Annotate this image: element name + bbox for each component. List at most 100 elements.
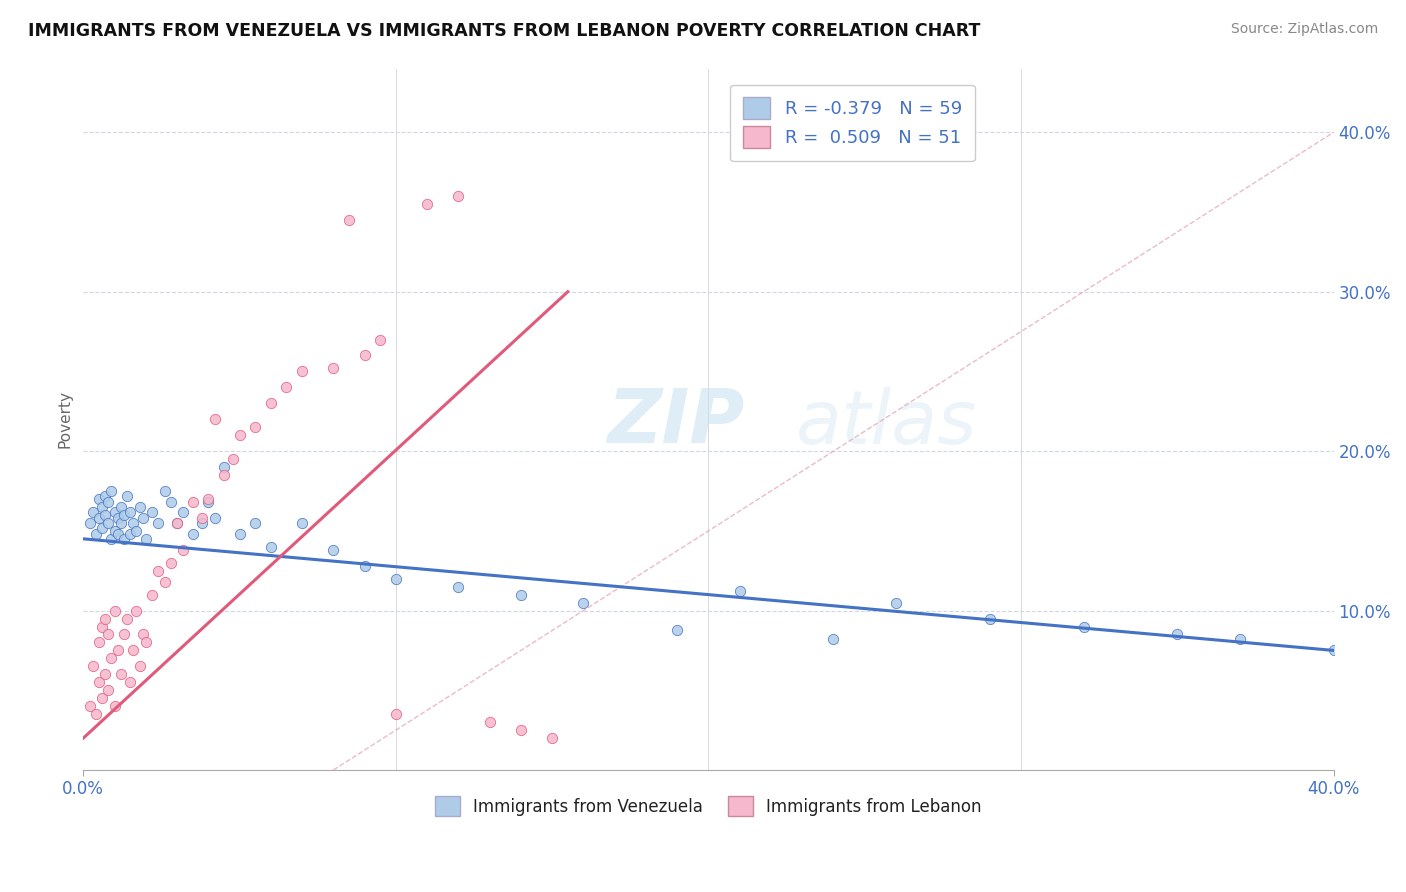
Point <box>478 715 501 730</box>
Point <box>541 731 564 745</box>
Point <box>416 197 439 211</box>
Point <box>181 495 204 509</box>
Point <box>191 516 214 530</box>
Point <box>94 667 117 681</box>
Point <box>128 500 150 514</box>
Point <box>291 364 314 378</box>
Point <box>172 505 194 519</box>
Point <box>385 707 408 722</box>
Point <box>115 611 138 625</box>
Point <box>91 691 114 706</box>
Point <box>91 500 114 514</box>
Point <box>159 495 181 509</box>
Point <box>509 723 531 738</box>
Point <box>172 543 194 558</box>
Point <box>228 527 250 541</box>
Point <box>110 667 132 681</box>
Point <box>1323 643 1346 657</box>
Point <box>115 489 138 503</box>
Point <box>166 516 188 530</box>
Text: Source: ZipAtlas.com: Source: ZipAtlas.com <box>1230 22 1378 37</box>
Point <box>322 361 344 376</box>
Point <box>87 491 110 506</box>
Point <box>447 580 470 594</box>
Point <box>153 483 176 498</box>
Point <box>666 623 689 637</box>
Point <box>87 511 110 525</box>
Point <box>166 516 188 530</box>
Point <box>353 558 375 573</box>
Point <box>110 516 132 530</box>
Point <box>120 675 142 690</box>
Point <box>97 516 120 530</box>
Point <box>97 495 120 509</box>
Point <box>368 333 391 347</box>
Point <box>291 516 314 530</box>
Point <box>212 468 235 483</box>
Point <box>141 505 163 519</box>
Point <box>212 460 235 475</box>
Text: IMMIGRANTS FROM VENEZUELA VS IMMIGRANTS FROM LEBANON POVERTY CORRELATION CHART: IMMIGRANTS FROM VENEZUELA VS IMMIGRANTS … <box>28 22 980 40</box>
Point <box>128 659 150 673</box>
Point <box>112 627 135 641</box>
Point <box>122 516 145 530</box>
Point <box>337 213 360 227</box>
Point <box>245 420 267 434</box>
Point <box>87 635 110 649</box>
Point <box>159 556 181 570</box>
Point <box>181 527 204 541</box>
Point <box>728 584 751 599</box>
Point <box>125 524 148 538</box>
Point <box>94 489 117 503</box>
Point <box>353 349 375 363</box>
Point <box>107 511 129 525</box>
Point <box>79 699 101 714</box>
Point <box>100 651 122 665</box>
Point <box>228 428 250 442</box>
Point <box>260 540 283 554</box>
Point <box>447 189 470 203</box>
Point <box>79 516 101 530</box>
Point <box>103 603 125 617</box>
Point <box>204 511 226 525</box>
Point <box>191 511 214 525</box>
Point <box>276 380 298 394</box>
Point <box>131 511 153 525</box>
Point <box>125 603 148 617</box>
Point <box>131 627 153 641</box>
Point <box>87 675 110 690</box>
Point <box>153 574 176 589</box>
Point <box>84 707 107 722</box>
Point <box>112 532 135 546</box>
Point <box>222 452 245 467</box>
Point <box>122 643 145 657</box>
Point <box>197 491 219 506</box>
Point <box>141 588 163 602</box>
Point <box>91 521 114 535</box>
Point <box>385 572 408 586</box>
Point <box>979 611 1001 625</box>
Point <box>1166 627 1188 641</box>
Point <box>103 699 125 714</box>
Point <box>110 500 132 514</box>
Point <box>100 532 122 546</box>
Point <box>107 643 129 657</box>
Point <box>84 527 107 541</box>
Point <box>112 508 135 522</box>
Point <box>120 505 142 519</box>
Legend: Immigrants from Venezuela, Immigrants from Lebanon: Immigrants from Venezuela, Immigrants fr… <box>426 788 990 825</box>
Point <box>197 495 219 509</box>
Point <box>91 619 114 633</box>
Point <box>509 588 531 602</box>
Point <box>1229 632 1251 647</box>
Point <box>148 516 170 530</box>
Point <box>107 527 129 541</box>
Y-axis label: Poverty: Poverty <box>58 391 72 449</box>
Point <box>135 635 157 649</box>
Point <box>100 483 122 498</box>
Point <box>94 611 117 625</box>
Point <box>97 683 120 698</box>
Point <box>120 527 142 541</box>
Text: ZIP: ZIP <box>609 386 745 459</box>
Point <box>572 596 595 610</box>
